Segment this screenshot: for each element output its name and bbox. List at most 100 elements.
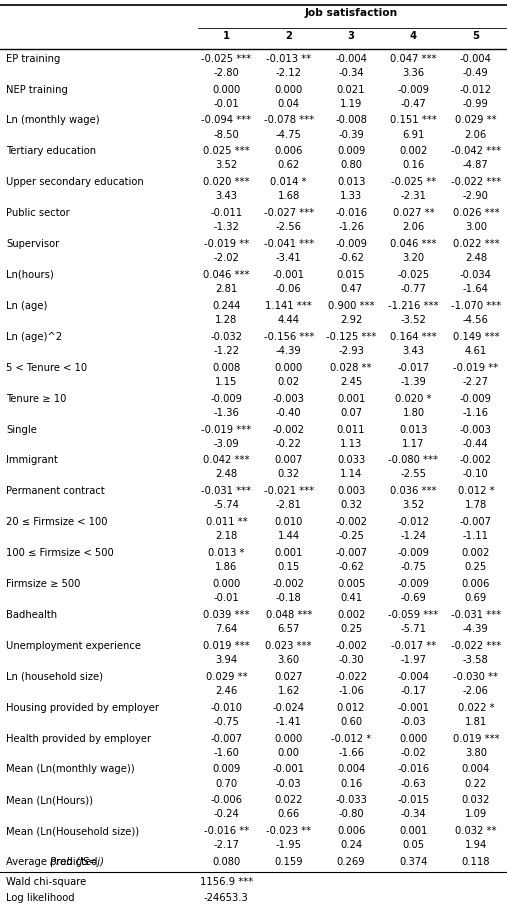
- Text: -0.10: -0.10: [463, 470, 489, 480]
- Text: 0.001: 0.001: [275, 548, 303, 558]
- Text: -0.023 **: -0.023 **: [266, 826, 311, 836]
- Text: 0.013: 0.013: [400, 425, 427, 435]
- Text: -0.009: -0.009: [210, 394, 242, 404]
- Text: -0.025 **: -0.025 **: [391, 177, 436, 187]
- Text: -1.64: -1.64: [463, 285, 489, 295]
- Text: 3.36: 3.36: [403, 68, 424, 78]
- Text: -0.031 ***: -0.031 ***: [451, 610, 501, 620]
- Text: -3.58: -3.58: [463, 655, 489, 665]
- Text: -0.02: -0.02: [401, 748, 426, 758]
- Text: Tertiary education: Tertiary education: [6, 146, 96, 156]
- Text: 0.001: 0.001: [337, 394, 365, 404]
- Text: 0.046 ***: 0.046 ***: [390, 239, 437, 249]
- Text: 1.09: 1.09: [465, 810, 487, 820]
- Text: -0.002: -0.002: [273, 579, 305, 589]
- Text: 0.004: 0.004: [337, 764, 365, 774]
- Text: 0.05: 0.05: [403, 841, 424, 851]
- Text: 0.029 **: 0.029 **: [455, 115, 497, 125]
- Text: -4.87: -4.87: [463, 161, 489, 171]
- Text: Unemployment experience: Unemployment experience: [6, 641, 141, 651]
- Text: 0.013: 0.013: [337, 177, 365, 187]
- Text: -0.62: -0.62: [338, 563, 364, 573]
- Text: -0.008: -0.008: [335, 115, 367, 125]
- Text: -2.27: -2.27: [463, 377, 489, 387]
- Text: 0.24: 0.24: [340, 841, 362, 851]
- Text: -0.03: -0.03: [276, 779, 302, 789]
- Text: 3.80: 3.80: [465, 748, 487, 758]
- Text: Permanent contract: Permanent contract: [6, 486, 105, 496]
- Text: Health provided by employer: Health provided by employer: [6, 734, 151, 744]
- Text: -2.55: -2.55: [401, 470, 426, 480]
- Text: -0.017 **: -0.017 **: [391, 641, 436, 651]
- Text: 0.16: 0.16: [403, 161, 424, 171]
- Text: 5: 5: [473, 31, 479, 41]
- Text: 6.91: 6.91: [402, 130, 425, 140]
- Text: 2.48: 2.48: [465, 254, 487, 264]
- Text: Ln (age): Ln (age): [6, 301, 48, 311]
- Text: 0.22: 0.22: [465, 779, 487, 789]
- Text: 0.015: 0.015: [337, 270, 366, 280]
- Text: 0.011 **: 0.011 **: [205, 517, 247, 527]
- Text: 0.41: 0.41: [340, 594, 362, 604]
- Text: 0.022 ***: 0.022 ***: [453, 239, 499, 249]
- Text: 6.57: 6.57: [277, 624, 300, 634]
- Text: -0.010: -0.010: [210, 703, 242, 713]
- Text: -5.74: -5.74: [213, 501, 239, 511]
- Text: 1: 1: [223, 31, 230, 41]
- Text: Log likelihood: Log likelihood: [6, 894, 75, 904]
- Text: Ln(hours): Ln(hours): [6, 270, 54, 280]
- Text: 4: 4: [410, 31, 417, 41]
- Text: 0.047 ***: 0.047 ***: [390, 54, 437, 64]
- Text: -0.059 ***: -0.059 ***: [388, 610, 439, 620]
- Text: -0.022 ***: -0.022 ***: [451, 641, 501, 651]
- Text: 1.13: 1.13: [340, 439, 362, 449]
- Text: 0.027: 0.027: [274, 672, 303, 682]
- Text: Average predicted: Average predicted: [6, 857, 101, 867]
- Text: 0.32: 0.32: [278, 470, 300, 480]
- Text: 0.269: 0.269: [337, 857, 366, 867]
- Text: -1.16: -1.16: [463, 408, 489, 418]
- Text: -0.012 *: -0.012 *: [331, 734, 371, 744]
- Text: 0.048 ***: 0.048 ***: [266, 610, 312, 620]
- Text: 0.62: 0.62: [278, 161, 300, 171]
- Text: -0.156 ***: -0.156 ***: [264, 332, 314, 342]
- Text: 2.06: 2.06: [465, 130, 487, 140]
- Text: -0.002: -0.002: [335, 641, 367, 651]
- Text: -0.125 ***: -0.125 ***: [326, 332, 376, 342]
- Text: 0.000: 0.000: [275, 85, 303, 95]
- Text: -2.31: -2.31: [401, 192, 426, 202]
- Text: Immigrant: Immigrant: [6, 455, 58, 465]
- Text: 0.080: 0.080: [212, 857, 240, 867]
- Text: -0.032: -0.032: [210, 332, 242, 342]
- Text: -0.031 ***: -0.031 ***: [201, 486, 251, 496]
- Text: -0.17: -0.17: [401, 686, 426, 696]
- Text: 1.78: 1.78: [465, 501, 487, 511]
- Text: -0.75: -0.75: [213, 717, 239, 727]
- Text: -0.009: -0.009: [460, 394, 492, 404]
- Text: 0.009: 0.009: [212, 764, 240, 774]
- Text: -0.025 ***: -0.025 ***: [201, 54, 251, 64]
- Text: -0.006: -0.006: [210, 795, 242, 805]
- Text: EP training: EP training: [6, 54, 60, 64]
- Text: -1.97: -1.97: [401, 655, 426, 665]
- Text: 0.009: 0.009: [337, 146, 365, 156]
- Text: NEP training: NEP training: [6, 85, 68, 95]
- Text: 1.86: 1.86: [215, 563, 237, 573]
- Text: -0.041 ***: -0.041 ***: [264, 239, 314, 249]
- Text: 0.60: 0.60: [340, 717, 362, 727]
- Text: -3.52: -3.52: [401, 315, 426, 325]
- Text: -0.62: -0.62: [338, 254, 364, 264]
- Text: -0.015: -0.015: [397, 795, 429, 805]
- Text: 20 ≤ Firmsize < 100: 20 ≤ Firmsize < 100: [6, 517, 107, 527]
- Text: 0.036 ***: 0.036 ***: [390, 486, 437, 496]
- Text: Upper secondary education: Upper secondary education: [6, 177, 144, 187]
- Text: 0.000: 0.000: [212, 85, 240, 95]
- Text: 2.81: 2.81: [215, 285, 237, 295]
- Text: 1.141 ***: 1.141 ***: [265, 301, 312, 311]
- Text: -0.002: -0.002: [460, 455, 492, 465]
- Text: 0.026 ***: 0.026 ***: [453, 208, 499, 218]
- Text: -0.042 ***: -0.042 ***: [451, 146, 501, 156]
- Text: 5 < Tenure < 10: 5 < Tenure < 10: [6, 363, 87, 373]
- Text: 3.94: 3.94: [215, 655, 237, 665]
- Text: Ln (age)^2: Ln (age)^2: [6, 332, 62, 342]
